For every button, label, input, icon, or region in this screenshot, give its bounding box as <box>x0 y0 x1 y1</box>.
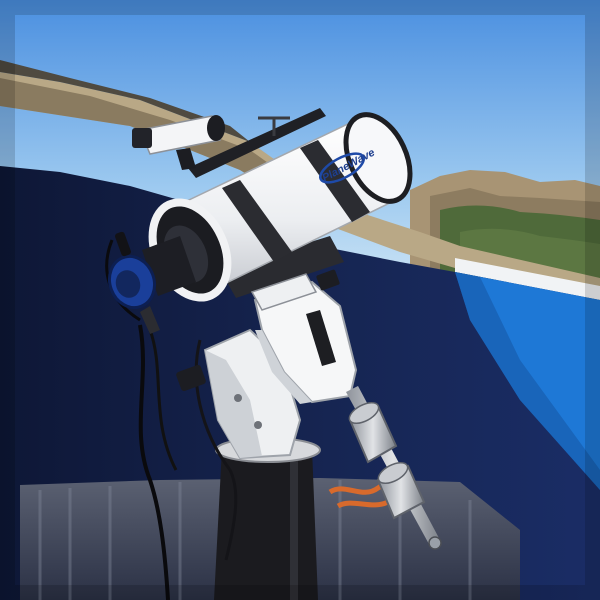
cable <box>148 329 178 471</box>
declination-shade <box>255 330 312 404</box>
camera-knob <box>115 231 131 257</box>
carry-handle <box>188 108 326 178</box>
camera-assembly <box>107 231 196 334</box>
camera-cable-port <box>140 306 160 334</box>
dome-roof-top <box>0 60 250 142</box>
mount-bolt <box>234 394 242 402</box>
mount-connector-box <box>316 269 340 291</box>
front-cell <box>343 112 413 204</box>
counterweight <box>348 401 398 464</box>
counterweight <box>376 461 426 520</box>
dome-rim-light <box>455 258 600 300</box>
dovetail-saddle <box>220 236 344 298</box>
finder-scope <box>132 115 225 170</box>
floor-streaks <box>38 480 472 600</box>
mount-label-strip <box>306 310 336 366</box>
cable <box>138 324 170 600</box>
roof-antenna <box>258 116 290 136</box>
shaft-end-cap <box>428 536 442 550</box>
mount-base-shade <box>205 350 262 458</box>
dome-shutter-shade <box>455 272 600 490</box>
saddle-clamp <box>250 273 318 311</box>
mount-connector-box <box>176 365 206 391</box>
pier-highlight <box>290 452 298 600</box>
tube-ring <box>222 180 292 262</box>
dome-parapet-shadow <box>0 78 340 226</box>
mount-bolt <box>254 421 262 429</box>
